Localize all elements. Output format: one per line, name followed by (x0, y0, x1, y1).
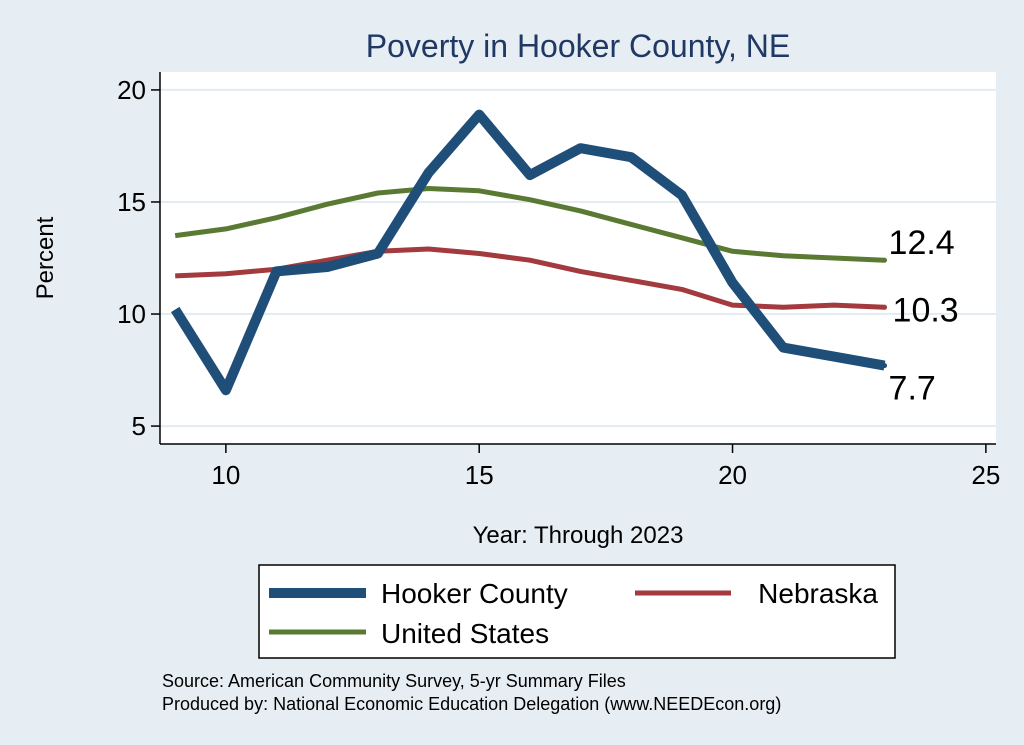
y-axis-title: Percent (32, 216, 59, 299)
y-tick-label-5: 5 (132, 411, 146, 441)
x-axis-title: Year: Through 2023 (473, 522, 684, 549)
chart-title: Poverty in Hooker County, NE (366, 28, 790, 64)
series-end-point-hooker-county (882, 363, 888, 369)
series-end-point-united-states (882, 257, 888, 263)
y-tick-label-10: 10 (117, 299, 146, 329)
x-ticks: 10 15 20 25 (211, 444, 1000, 490)
x-tick-label-15: 15 (465, 460, 494, 490)
x-tick-label-20: 20 (718, 460, 747, 490)
legend-label-nebraska: Nebraska (758, 578, 878, 609)
legend: Hooker County Nebraska United States (258, 564, 896, 659)
series-line-united-states (174, 186, 885, 263)
legend-label-hooker-county: Hooker County (381, 578, 568, 609)
x-tick-label-25: 25 (971, 460, 1000, 490)
x-tick-label-10: 10 (211, 460, 240, 490)
end-labels: 7.7 10.3 12.4 (889, 224, 959, 407)
end-label-united-states: 12.4 (889, 224, 955, 262)
legend-label-united-states: United States (381, 618, 549, 649)
produced-by-note: Produced by: National Economic Education… (162, 694, 781, 714)
source-note: Source: American Community Survey, 5-yr … (162, 671, 626, 691)
end-label-nebraska: 10.3 (893, 291, 959, 329)
end-label-hooker-county: 7.7 (889, 370, 936, 408)
y-tick-label-15: 15 (117, 187, 146, 217)
series-end-point-nebraska (882, 304, 888, 310)
legend-box (258, 564, 896, 659)
gridlines (160, 88, 996, 428)
series-line-hooker-county (170, 109, 886, 396)
y-tick-label-20: 20 (117, 75, 146, 105)
y-ticks: 5 10 15 20 (117, 75, 160, 441)
series-lines (170, 109, 888, 396)
